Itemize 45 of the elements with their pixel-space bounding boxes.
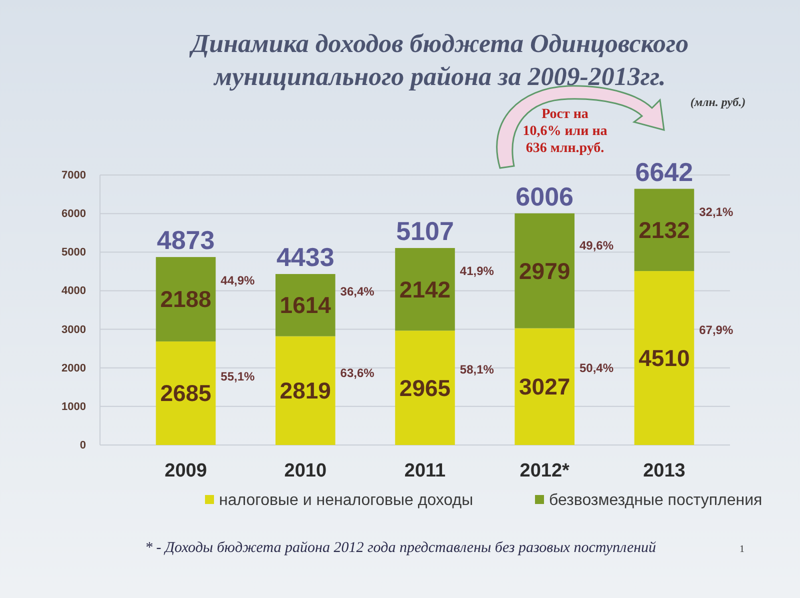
text: 1	[740, 544, 744, 555]
total-label: 4873	[156, 225, 215, 256]
annotation: 32,1%	[699, 204, 734, 219]
data-label: 2819	[280, 378, 331, 404]
annotation: 44,9%	[220, 274, 256, 288]
annotation: 67,9%	[699, 323, 734, 338]
text: Рост на 10,6% или на 636 млн.руб.	[522, 107, 608, 156]
annotation: 36,4%	[340, 284, 375, 298]
y-tick-label: 5000	[62, 246, 86, 259]
annotation: 49,6%	[580, 238, 614, 253]
data-label: 2979	[519, 258, 570, 284]
y-tick-label: 0	[80, 440, 86, 452]
data-label: 2142	[399, 276, 451, 302]
data-label: 2188	[160, 286, 212, 312]
x-tick-label: 2011	[404, 460, 446, 482]
x-tick-label: 2012*	[520, 460, 570, 482]
y-tick-label: 3000	[62, 324, 86, 336]
legend-label: безвозмездные поступления	[549, 492, 762, 509]
text: * - Доходы бюджета района 2012 года представлены без разовых поступлений	[145, 540, 657, 556]
text: (млн. руб.)	[690, 95, 746, 109]
data-label: 3027	[519, 374, 570, 400]
annotation: 58,1%	[460, 362, 494, 377]
x-tick-label: 2010	[284, 460, 327, 482]
data-label: 2685	[160, 380, 212, 406]
total-label: 5107	[396, 216, 454, 246]
y-tick-label: 4000	[62, 285, 86, 298]
chart-title: Динамика доходов бюджета Одинцовского муниципального района за 2009-2013гг.	[189, 29, 689, 91]
y-tick-label: 6000	[62, 208, 86, 220]
annotation: 55,1%	[220, 370, 256, 384]
legend-label: налоговые и неналоговые доходы	[219, 492, 474, 509]
data-label: 2132	[638, 216, 690, 243]
total-label: 4433	[276, 242, 334, 272]
x-tick-label: 2009	[164, 460, 207, 482]
data-label: 1614	[280, 292, 332, 318]
y-tick-label: 2000	[62, 362, 86, 374]
y-tick-label: 1000	[62, 400, 86, 413]
data-label: 2965	[399, 374, 451, 401]
y-tick-label: 7000	[62, 170, 86, 182]
total-label: 6642	[635, 156, 694, 187]
annotation: 63,6%	[340, 366, 375, 380]
annotation: 41,9%	[460, 264, 494, 278]
total-label: 6006	[516, 181, 574, 212]
x-tick-label: 2013	[643, 460, 686, 482]
data-label: 4510	[638, 345, 690, 372]
annotation: 50,4%	[580, 360, 614, 375]
